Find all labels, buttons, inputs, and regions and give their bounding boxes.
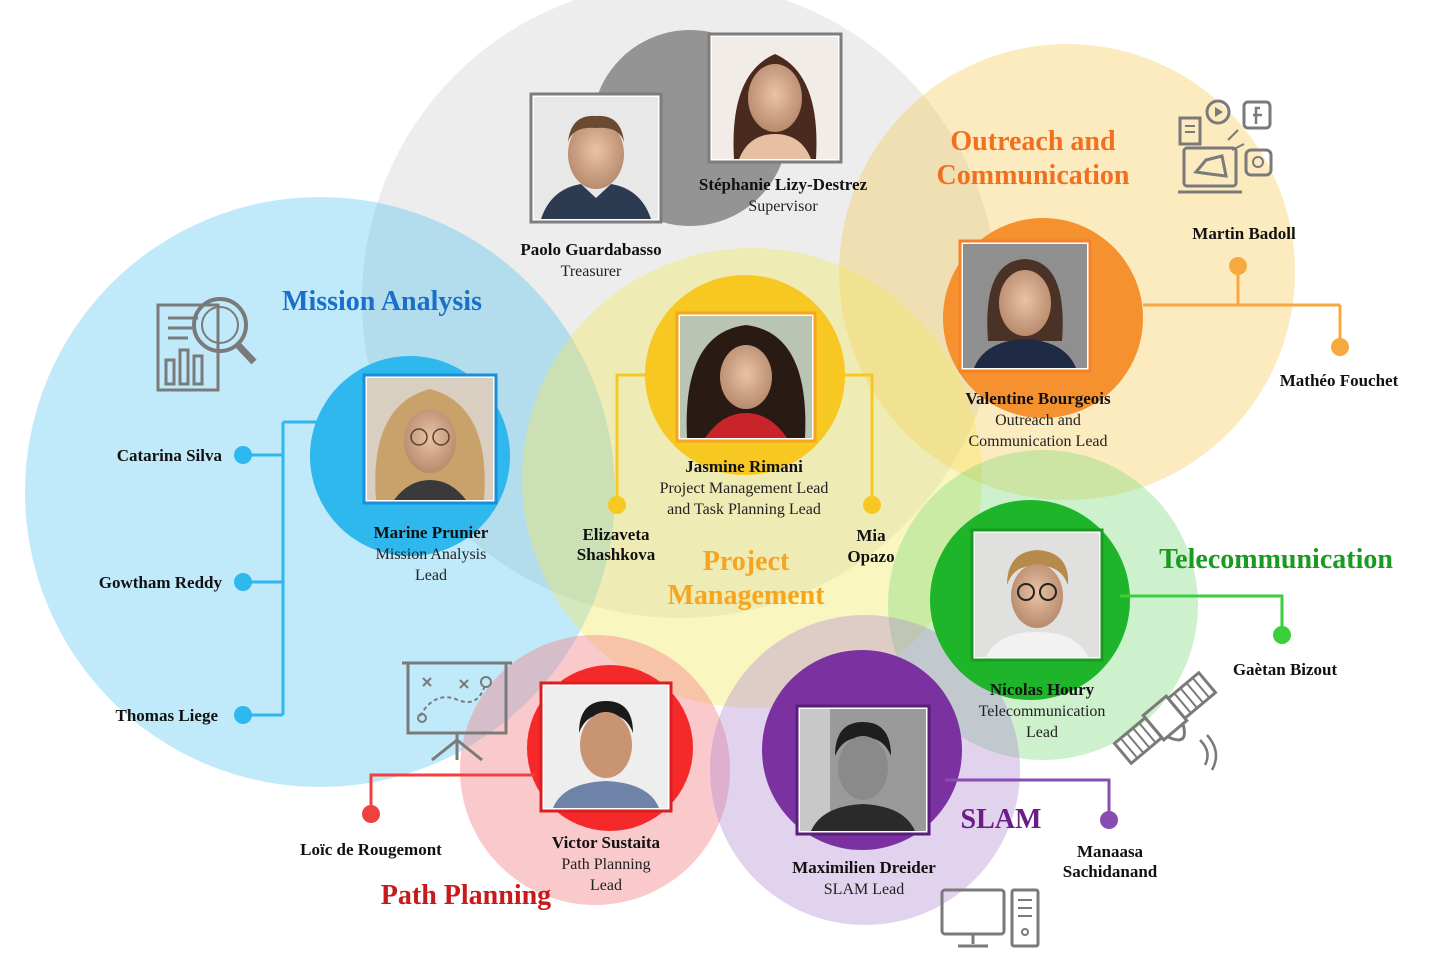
photo-paolo [529, 92, 663, 224]
megaphone-social-icon [1178, 99, 1273, 194]
member-gowtham: Gowtham Reddy [99, 573, 223, 592]
slam-tree [945, 778, 1111, 820]
member-labels: Catarina Silva Gowtham Reddy Thomas Lieg… [99, 224, 1399, 881]
member-matheo: Mathéo Fouchet [1280, 371, 1399, 390]
team-label-mission: Mission Analysis [282, 286, 482, 317]
dot-gowtham [234, 573, 252, 591]
path-lead-role-2: Lead [590, 877, 622, 894]
project-tree [615, 373, 874, 505]
treasurer-name: Paolo Guardabasso [520, 240, 661, 259]
signal-waves-icon [1199, 734, 1218, 771]
icons [156, 99, 1273, 948]
satellite-icon [1112, 670, 1218, 766]
photo-stephanie [707, 32, 843, 164]
project-lead-role-1: Project Management Lead [660, 480, 829, 497]
outreach-lead-role-2: Communication Lead [968, 433, 1107, 450]
team-label-telecom: Telecommunication [1159, 544, 1393, 575]
member-mia-2: Opazo [847, 547, 894, 566]
treasurer-role: Treasurer [561, 263, 622, 280]
slam-lead-role: SLAM Lead [824, 881, 904, 898]
team-label-project-2: Management [667, 580, 825, 611]
team-label-outreach-2: Communication [937, 160, 1130, 191]
dot-elizaveta [608, 496, 626, 514]
dot-martin [1229, 257, 1247, 275]
computer-icon [940, 888, 1040, 948]
mission-lead-role-2: Lead [415, 567, 447, 584]
photo-marine [362, 373, 498, 505]
member-loic: Loïc de Rougemont [300, 840, 442, 859]
photo-maximilien [795, 704, 931, 836]
project-lead-role-2: and Task Planning Lead [667, 501, 821, 518]
photo-victor [539, 681, 673, 813]
connector-lines [243, 266, 1342, 820]
telecom-lead-name: Nicolas Houry [990, 680, 1095, 699]
photo-valentine [958, 239, 1092, 373]
dot-gaetan [1273, 626, 1291, 644]
dot-thomas [234, 706, 252, 724]
project-lead-name: Jasmine Rimani [685, 457, 803, 476]
dot-manaasa [1100, 811, 1118, 829]
team-label-slam: SLAM [961, 804, 1042, 835]
member-mia-1: Mia [856, 526, 886, 545]
path-lead-role-1: Path Planning [561, 856, 650, 873]
mission-lead-role-1: Mission Analysis [376, 546, 487, 563]
telecom-lead-role-1: Telecommunication [979, 703, 1106, 720]
outreach-lead-role-1: Outreach and [995, 412, 1081, 429]
dot-catarina [234, 446, 252, 464]
member-catarina: Catarina Silva [117, 446, 223, 465]
photo-jasmine [675, 311, 817, 443]
team-labels: Mission Analysis Outreach and Communicat… [282, 126, 1393, 911]
photo-nicolas [970, 528, 1104, 662]
supervisor-name: Stéphanie Lizy-Destrez [699, 175, 868, 194]
dot-loic [362, 805, 380, 823]
connector-dots [234, 257, 1349, 829]
dot-mia [863, 496, 881, 514]
member-manaasa-1: Manaasa [1077, 842, 1144, 861]
telecom-lead-role-2: Lead [1026, 724, 1058, 741]
dot-matheo [1331, 338, 1349, 356]
strategy-board-icon [402, 661, 512, 762]
slam-lead-name: Maximilien Dreider [792, 858, 936, 877]
lead-labels: Stéphanie Lizy-Destrez Supervisor Paolo … [374, 175, 1111, 898]
team-label-outreach-1: Outreach and [950, 126, 1116, 157]
photos [362, 32, 1104, 836]
mission-lead-name: Marine Prunier [374, 523, 489, 542]
member-gaetan: Gaètan Bizout [1233, 660, 1338, 679]
report-magnifier-icon [156, 297, 257, 392]
member-thomas: Thomas Liege [116, 706, 219, 725]
team-label-project-1: Project [703, 546, 790, 577]
project-circle [522, 248, 982, 708]
path-tree [369, 773, 535, 814]
member-manaasa-2: Sachidanand [1063, 862, 1158, 881]
path-lead-name: Victor Sustaita [552, 833, 661, 852]
member-elizaveta-1: Elizaveta [582, 525, 650, 544]
supervisor-role: Supervisor [748, 198, 818, 215]
member-elizaveta-2: Shashkova [577, 545, 656, 564]
outreach-lead-name: Valentine Bourgeois [965, 389, 1111, 408]
telecom-tree [1120, 594, 1284, 635]
team-label-path: Path Planning [381, 880, 551, 911]
member-martin: Martin Badoll [1192, 224, 1296, 243]
